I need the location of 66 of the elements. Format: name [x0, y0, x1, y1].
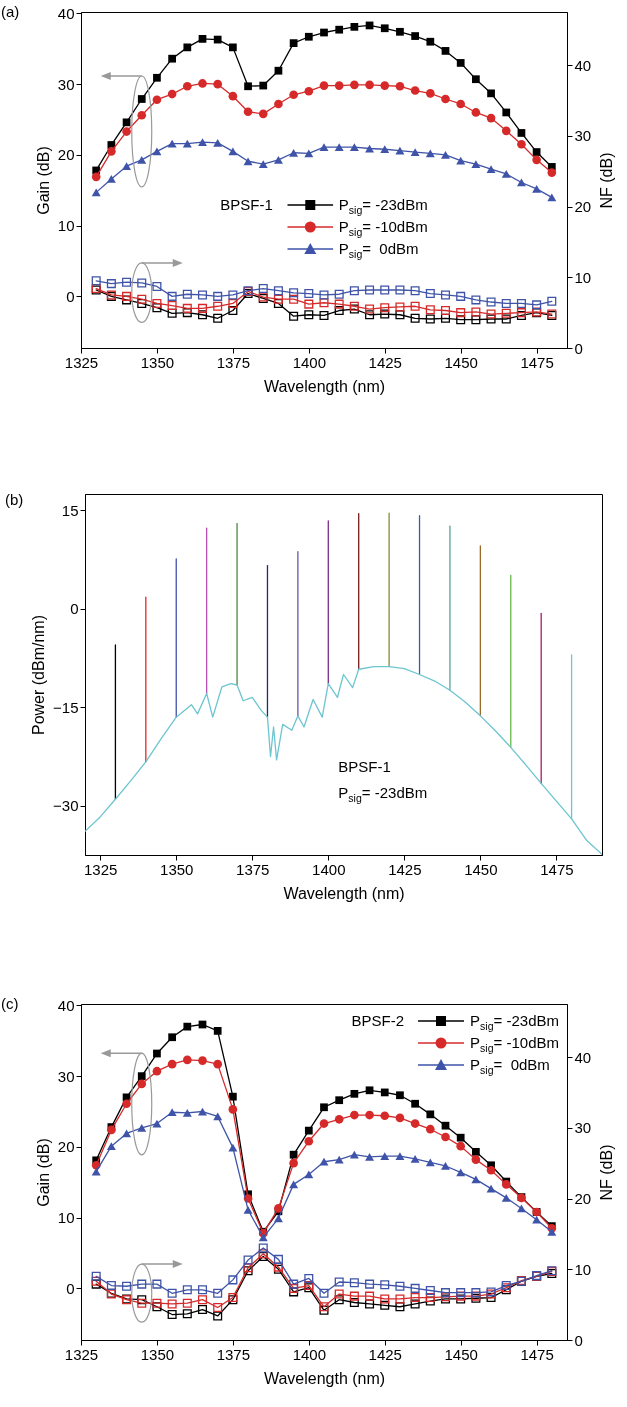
x-tick-label: 1425: [368, 1345, 402, 1363]
x-tick-label: 1350: [140, 1345, 175, 1363]
y-tick-label: 30: [57, 75, 75, 93]
y-tick-label: 0: [70, 600, 79, 618]
chart-title: (a): [1, 3, 20, 21]
y-tick-label: 40: [57, 996, 75, 1014]
y2-axis-title: NF (dB): [598, 152, 616, 209]
x-tick-label: 1350: [140, 353, 175, 371]
x-tick-label: 1450: [444, 353, 478, 371]
x-tick-label: 1375: [216, 353, 251, 371]
x-tick-label: 1475: [520, 1345, 554, 1363]
chart-title: (c): [1, 995, 19, 1013]
legend-title: BPSF-2: [351, 1011, 405, 1031]
legend-label: P$_{sig}$= 0dBm: [338, 239, 420, 261]
y-tick-label: 10: [57, 1209, 75, 1227]
y-tick-label: 40: [57, 4, 75, 22]
y2-tick-label: 0: [574, 339, 583, 357]
y2-tick-label: 30: [574, 127, 592, 145]
x-axis-title: Wavelength (nm): [263, 377, 386, 395]
annotation: BPSF-1: [338, 756, 392, 777]
x-tick-label: 1400: [312, 860, 346, 878]
x-tick-label: 1375: [236, 860, 270, 878]
legend-label: P$_{sig}$= 0dBm: [470, 1055, 551, 1076]
y-tick-label: 20: [57, 146, 75, 164]
y2-tick-label: 40: [574, 56, 592, 74]
y-tick-label: 20: [57, 1138, 75, 1156]
y2-axis-title: NF (dB): [598, 1144, 616, 1201]
x-tick-label: 1425: [368, 353, 402, 371]
y-tick-label: 0: [66, 287, 75, 305]
x-tick-label: 1325: [64, 1345, 99, 1363]
y-tick-label: 10: [57, 217, 75, 235]
x-tick-label: 1475: [520, 353, 554, 371]
legend-label: P$_{sig}$= -10dBm: [338, 217, 428, 239]
chart-title: (b): [5, 491, 24, 508]
x-tick-label: 1325: [84, 860, 118, 878]
y-tick-label: 15: [61, 501, 79, 519]
x-tick-label: 1400: [292, 1345, 326, 1363]
x-tick-label: 1450: [464, 860, 498, 878]
y2-tick-label: 10: [574, 268, 592, 286]
x-tick-label: 1475: [540, 860, 574, 878]
x-tick-label: 1375: [216, 1345, 251, 1363]
x-tick-label: 1450: [444, 1345, 478, 1363]
y2-tick-label: 20: [574, 1190, 592, 1208]
y-tick-label: −30: [53, 797, 79, 815]
y2-tick-label: 30: [574, 1119, 592, 1137]
x-axis-title: Wavelength (nm): [283, 884, 405, 902]
x-axis-title: Wavelength (nm): [263, 1369, 386, 1387]
x-tick-label: 1425: [388, 860, 422, 878]
x-tick-label: 1400: [292, 353, 326, 371]
legend-title: BPSF-1: [220, 195, 273, 216]
y-axis-title: Power (dBm/nm): [30, 614, 48, 736]
y-axis-title: Gain (dB): [34, 1138, 52, 1207]
y-tick-label: 30: [57, 1067, 75, 1085]
y-tick-label: −15: [53, 698, 79, 716]
x-tick-label: 1325: [64, 353, 99, 371]
y2-tick-label: 40: [574, 1048, 592, 1066]
legend-label: P$_{sig}$= -23dBm: [470, 1011, 559, 1032]
y2-tick-label: 0: [574, 1331, 583, 1349]
legend-label: P$_{sig}$= -23dBm: [338, 195, 428, 217]
y-tick-label: 0: [66, 1279, 75, 1297]
annotation: P$_{sig}$= -23dBm: [338, 782, 428, 806]
y-axis-title: Gain (dB): [34, 146, 52, 215]
y2-tick-label: 20: [574, 198, 592, 216]
y2-tick-label: 10: [574, 1260, 592, 1278]
legend-label: P$_{sig}$= -10dBm: [470, 1033, 559, 1054]
x-tick-label: 1350: [160, 860, 194, 878]
